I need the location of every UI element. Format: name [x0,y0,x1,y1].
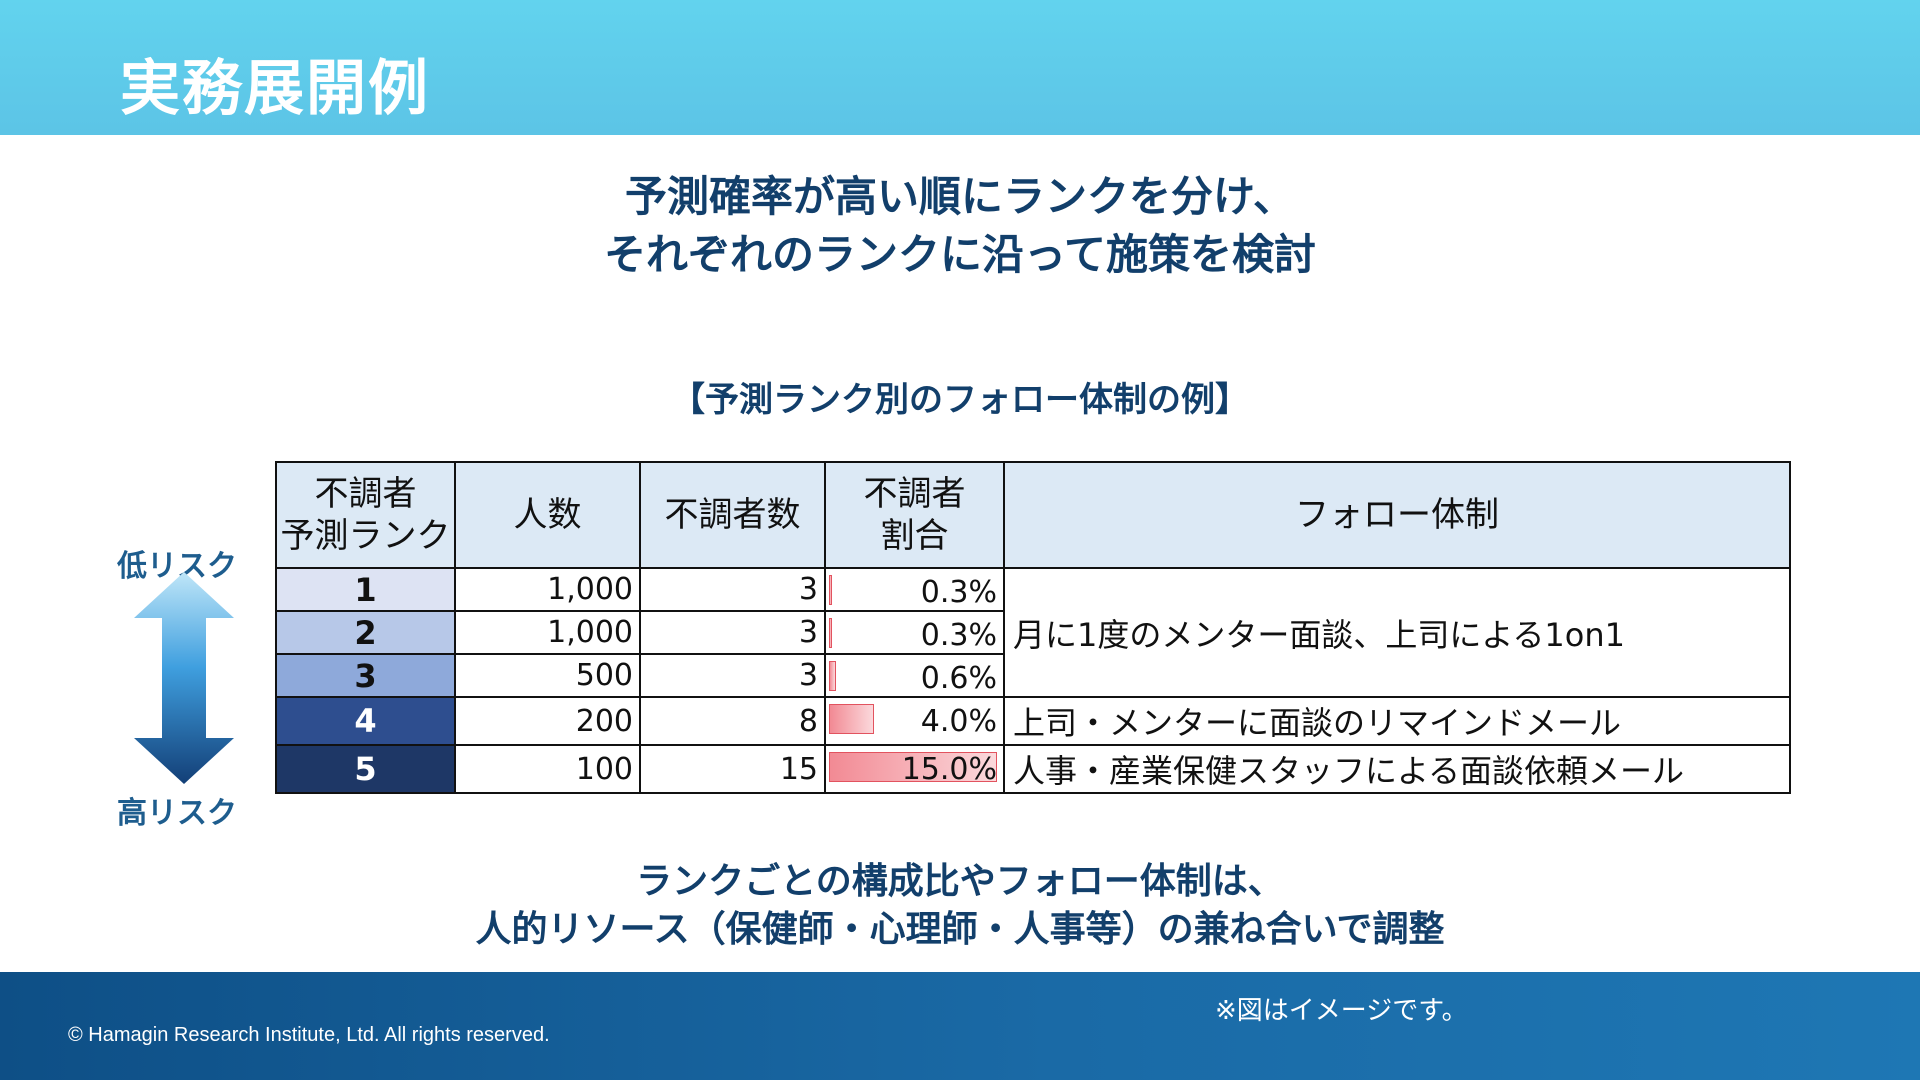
header-cases: 不調者数 [639,461,826,569]
ratio-value: 0.3% [920,618,997,653]
people-cell: 500 [454,653,641,698]
copyright-notice: © Hamagin Research Institute, Ltd. All r… [68,1024,550,1046]
rank-cell: 4 [275,696,456,746]
ratio-value: 0.3% [920,575,997,610]
ratio-cell: 0.3% [824,567,1005,612]
header-follow: フォロー体制 [1003,461,1791,569]
ratio-cell: 0.3% [824,610,1005,655]
table-row: 1 1,000 3 0.3% 月に1度のメンター面談、上司による1on1 [275,567,1791,698]
cases-cell: 3 [639,653,826,698]
low-risk-label: 低リスク [117,549,237,584]
cases-cell: 15 [639,744,826,794]
header-bar [0,0,1920,135]
follow-cell: 人事・産業保健スタッフによる面談依頼メール [1003,744,1791,794]
rank-cell: 1 [275,567,456,612]
rank-cell: 2 [275,610,456,655]
lead-line-2: それぞれのランクに沿って施策を検討 [604,230,1316,279]
cases-cell: 8 [639,696,826,746]
header-rank: 不調者 予測ランク [275,461,456,569]
table-row: 5 100 15 15.0% 人事・産業保健スタッフによる面談依頼メール [275,744,1791,794]
people-cell: 1,000 [454,610,641,655]
ratio-value: 0.6% [920,661,997,696]
ratio-cell: 15.0% [824,744,1005,794]
footer-bar [0,972,1920,1080]
header-rank-line-2: 予測ランク [280,516,451,556]
people-cell: 100 [454,744,641,794]
ratio-bar [829,752,997,782]
table-row: 3 500 3 0.6% [275,653,1790,698]
lead-line-1: 予測確率が高い順にランクを分け、 [625,172,1295,221]
header-ratio: 不調者 割合 [824,461,1005,569]
rank-cell: 3 [275,653,456,698]
table-row: 4 200 8 4.0% 上司・メンターに面談のリマインドメール [275,696,1791,746]
ratio-bar [829,618,832,648]
people-cell: 1,000 [454,567,641,612]
note-line-2: 人的リソース（保健師・心理師・人事等）の兼ね合いで調整 [475,909,1445,950]
header-ratio-line-2: 割合 [880,516,949,556]
high-risk-label: 高リスク [117,796,237,831]
follow-cell: 上司・メンターに面談のリマインドメール [1003,696,1791,746]
ratio-value: 4.0% [920,704,997,739]
ratio-bar [829,661,836,691]
ratio-bar [829,704,874,734]
image-disclaimer: ※図はイメージです。 [1215,996,1468,1026]
lead-message: 予測確率が高い順にランクを分け、 それぞれのランクに沿って施策を検討 [0,168,1920,284]
adjustment-note: ランクごとの構成比やフォロー体制は、 人的リソース（保健師・心理師・人事等）の兼… [0,858,1920,954]
table-caption: 【予測ランク別のフォロー体制の例】 [671,380,1249,420]
table-row: 2 1,000 3 0.3% [275,610,1790,655]
note-line-1: ランクごとの構成比やフォロー体制は、 [636,861,1284,902]
header-rank-line-1: 不調者 [314,474,417,514]
ratio-cell: 4.0% [824,696,1005,746]
header-ratio-line-1: 不調者 [863,474,966,514]
cases-cell: 3 [639,610,826,655]
ratio-cell: 0.6% [824,653,1005,698]
follow-up-table: 不調者 予測ランク 人数 不調者数 不調者 割合 フォロー体制 1 1,000 … [275,461,1791,794]
page-title: 実務展開例 [120,54,430,124]
people-cell: 200 [454,696,641,746]
risk-gradient-arrow-icon [134,572,234,784]
ratio-value: 15.0% [901,752,997,787]
ratio-bar [829,575,832,605]
cases-cell: 3 [639,567,826,612]
header-people: 人数 [454,461,641,569]
table-header-row: 不調者 予測ランク 人数 不調者数 不調者 割合 フォロー体制 [275,461,1791,569]
rank-cell: 5 [275,744,456,794]
follow-cell: 月に1度のメンター面談、上司による1on1 [1003,567,1791,698]
